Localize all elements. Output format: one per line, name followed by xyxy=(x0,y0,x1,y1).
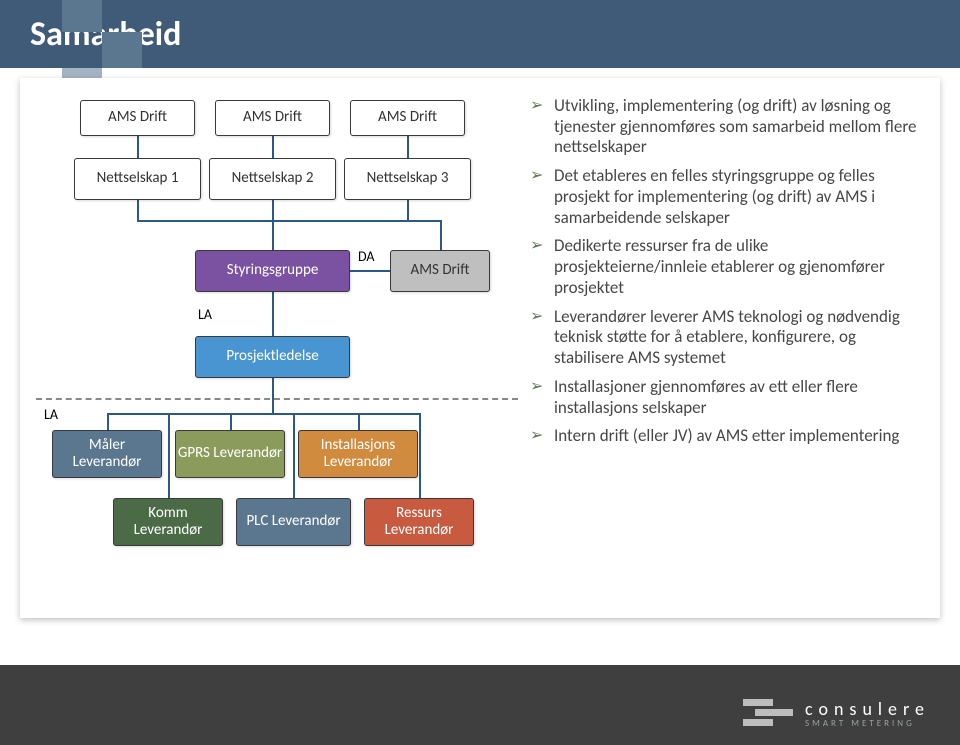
label-la-mid: LA xyxy=(198,306,212,323)
diagram-area: AMS Drift AMS Drift AMS Drift Nettselska… xyxy=(20,78,520,618)
list-item: Dedikerte ressurser fra de ulike prosjek… xyxy=(530,236,925,298)
box-gprs-leverandor: GPRS Leverandør xyxy=(175,430,285,478)
connector xyxy=(358,413,360,430)
connector xyxy=(407,136,409,158)
list-item: Utvikling, implementering (og drift) av … xyxy=(530,96,925,158)
footer-logo: consulere SMART METERING xyxy=(743,695,930,731)
connector xyxy=(419,413,421,498)
list-item: Installasjoner gjennomføres av ett eller… xyxy=(530,377,925,418)
content-card: AMS Drift AMS Drift AMS Drift Nettselska… xyxy=(20,78,940,618)
connector xyxy=(272,220,274,250)
connector xyxy=(407,220,440,222)
box-styringsgruppe: Styringsgruppe xyxy=(195,250,350,292)
brand-name: consulere xyxy=(805,698,930,720)
list-item: Leverandører leverer AMS teknologi og nø… xyxy=(530,307,925,369)
box-ams-drift-mid: AMS Drift xyxy=(390,250,490,292)
connector xyxy=(272,378,274,413)
connector xyxy=(137,136,139,158)
box-plc-leverandor: PLC Leverandør xyxy=(236,498,351,546)
box-maler-leverandor: Måler Leverandør xyxy=(52,430,162,478)
label-la-left: LA xyxy=(44,406,58,423)
accent-block-top xyxy=(62,0,102,32)
page-title: Samarbeid xyxy=(0,0,960,55)
box-nettselskap: Nettselskap 2 xyxy=(209,158,336,200)
slide-root: Samarbeid xyxy=(0,0,960,745)
box-prosjektledelse: Prosjektledelse xyxy=(195,336,350,378)
logo-text-wrap: consulere SMART METERING xyxy=(805,698,930,729)
list-item: Intern drift (eller JV) av AMS etter imp… xyxy=(530,426,925,447)
connector xyxy=(230,413,232,430)
connector xyxy=(440,220,442,250)
connector xyxy=(168,413,170,498)
box-komm-leverandor: Komm Leverandør xyxy=(113,498,223,546)
box-ressurs-leverandor: Ressurs Leverandør xyxy=(364,498,474,546)
box-ams-drift: AMS Drift xyxy=(80,100,195,136)
connector xyxy=(350,270,390,272)
accent-block-mid xyxy=(102,32,142,68)
box-ams-drift: AMS Drift xyxy=(350,100,465,136)
box-nettselskap: Nettselskap 3 xyxy=(344,158,471,200)
connector xyxy=(272,292,274,336)
bullet-list: Utvikling, implementering (og drift) av … xyxy=(530,96,925,455)
box-nettselskap: Nettselskap 1 xyxy=(74,158,201,200)
logo-icon xyxy=(743,695,793,731)
box-ams-drift: AMS Drift xyxy=(215,100,330,136)
label-da: DA xyxy=(358,248,375,265)
connector xyxy=(407,200,409,220)
footer-band: consulere SMART METERING xyxy=(0,665,960,745)
dashed-divider xyxy=(36,398,518,400)
header-band: Samarbeid xyxy=(0,0,960,68)
connector xyxy=(272,200,274,220)
connector xyxy=(272,136,274,158)
connector xyxy=(107,413,109,430)
list-item: Det etableres en felles styringsgruppe o… xyxy=(530,166,925,228)
connector xyxy=(137,200,139,220)
brand-tagline: SMART METERING xyxy=(805,718,930,729)
connector xyxy=(293,413,295,498)
box-installasjons-leverandor: Installasjons Leverandør xyxy=(298,430,418,478)
connector xyxy=(107,413,419,415)
